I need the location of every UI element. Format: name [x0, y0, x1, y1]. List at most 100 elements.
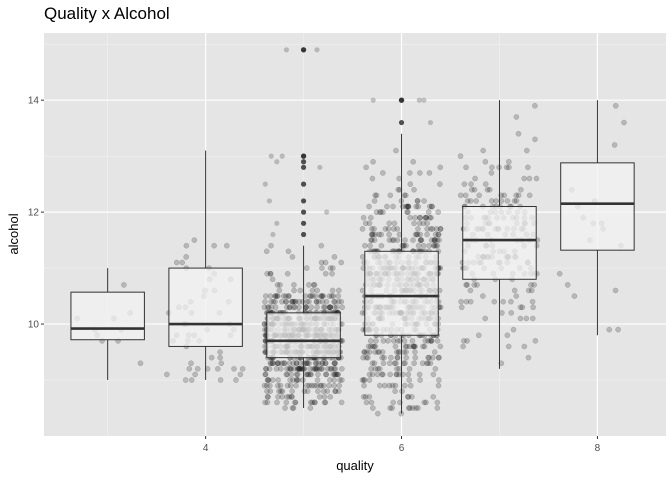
data-point — [369, 360, 376, 367]
data-point — [268, 153, 274, 159]
y-tick-label: 12 — [28, 208, 40, 219]
data-point — [267, 270, 274, 277]
data-point — [498, 360, 505, 367]
data-point — [267, 382, 273, 389]
data-point — [318, 382, 325, 389]
data-point — [498, 198, 505, 204]
data-point — [263, 248, 270, 255]
data-point — [413, 231, 420, 238]
data-point — [284, 393, 290, 400]
data-point — [394, 226, 401, 232]
data-point — [402, 237, 408, 243]
data-point — [305, 282, 312, 288]
x-axis-ticks: 4 6 8 — [203, 436, 601, 454]
data-point — [471, 282, 478, 288]
data-point — [286, 360, 293, 367]
data-point — [375, 365, 381, 372]
data-point — [268, 242, 274, 249]
data-point — [327, 304, 334, 311]
data-point — [413, 203, 420, 210]
data-point — [322, 270, 329, 277]
data-point — [288, 298, 295, 305]
data-point — [339, 377, 345, 383]
data-point — [302, 293, 309, 299]
data-point — [531, 282, 538, 288]
data-point — [475, 332, 482, 339]
data-point — [499, 310, 505, 316]
data-point — [505, 158, 512, 165]
box-q6 — [364, 250, 439, 336]
data-point — [268, 360, 275, 367]
data-point — [264, 270, 271, 277]
data-point — [218, 360, 225, 367]
data-point — [267, 388, 274, 395]
data-point — [320, 304, 327, 311]
data-point — [366, 203, 372, 210]
data-point — [137, 360, 144, 367]
data-point — [296, 304, 302, 311]
data-point — [369, 175, 376, 182]
data-point — [612, 287, 619, 294]
data-point — [369, 405, 376, 411]
data-point — [390, 226, 397, 232]
data-point — [491, 298, 498, 305]
data-point — [290, 360, 297, 367]
data-point — [460, 337, 467, 344]
data-point — [265, 393, 271, 400]
data-point — [488, 170, 495, 176]
data-point — [421, 399, 428, 406]
data-point — [424, 231, 430, 238]
data-point — [515, 130, 522, 137]
data-point — [312, 399, 318, 406]
data-point — [381, 382, 388, 389]
data-point — [372, 231, 379, 238]
data-point — [606, 326, 613, 333]
data-point — [412, 214, 418, 221]
data-point — [472, 175, 478, 182]
outlier-point — [300, 231, 307, 238]
data-point — [292, 399, 299, 406]
data-point — [412, 349, 418, 355]
data-point — [331, 360, 338, 367]
data-point — [321, 399, 328, 406]
data-point — [264, 393, 271, 400]
box-q5 — [266, 312, 341, 359]
data-point — [428, 237, 435, 243]
data-point — [262, 371, 269, 378]
data-point — [360, 354, 367, 361]
data-point — [269, 360, 276, 367]
data-point — [395, 186, 402, 193]
data-point — [335, 298, 342, 305]
box-q7 — [462, 206, 537, 280]
data-point — [430, 242, 437, 249]
outlier-point — [300, 164, 307, 170]
data-point — [370, 343, 376, 350]
data-point — [279, 298, 285, 305]
x-tick-label: 4 — [203, 443, 209, 454]
data-point — [386, 220, 393, 227]
data-point — [363, 354, 370, 361]
data-point — [333, 304, 340, 311]
data-point — [279, 360, 285, 367]
data-point — [368, 226, 375, 232]
data-point — [404, 203, 411, 210]
data-point — [326, 304, 333, 311]
data-point — [317, 164, 323, 170]
data-point — [426, 170, 433, 176]
data-point — [405, 209, 411, 215]
data-point — [322, 360, 329, 367]
data-point — [488, 198, 495, 204]
data-point — [517, 315, 524, 322]
data-point — [331, 360, 338, 367]
data-point — [372, 192, 379, 199]
data-point — [296, 365, 302, 372]
data-point — [467, 198, 474, 204]
data-point — [268, 304, 275, 311]
data-point — [331, 382, 338, 389]
data-point — [292, 298, 298, 305]
data-point — [191, 237, 198, 243]
data-point — [371, 237, 378, 243]
data-point — [521, 175, 527, 182]
data-point — [281, 360, 287, 367]
data-point — [528, 287, 535, 294]
